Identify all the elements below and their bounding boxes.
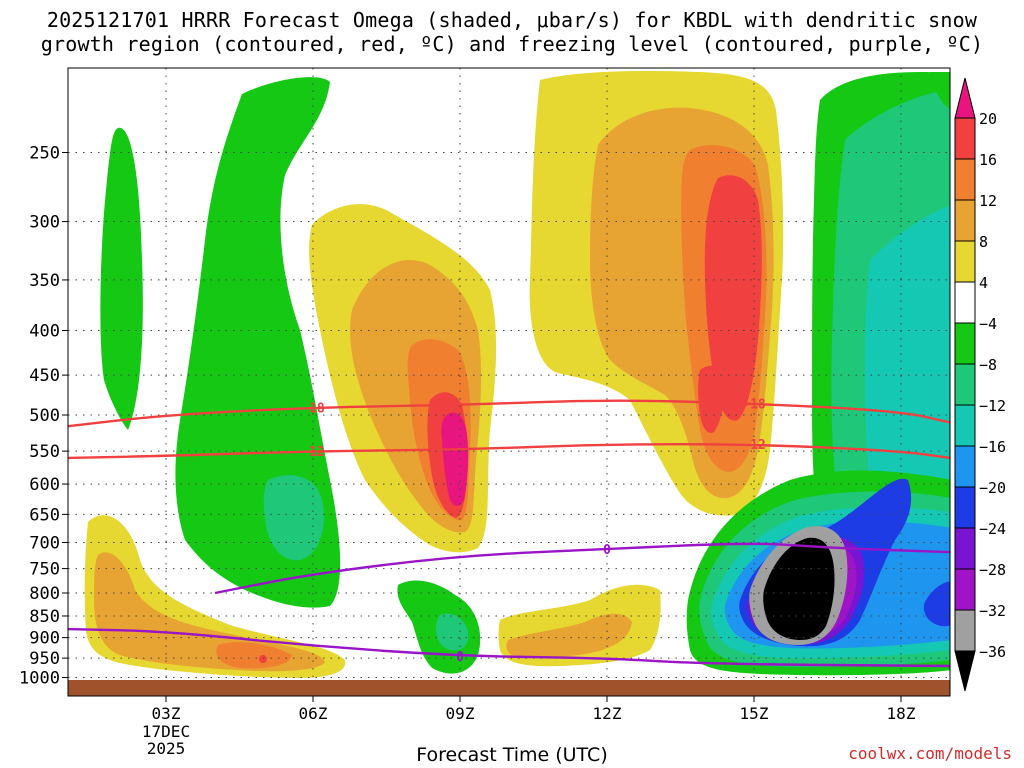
y-tick-label: 500	[29, 406, 60, 426]
chart-title-line-2: growth region (contoured, red, ºC) and f…	[40, 32, 984, 56]
x-date-label: 17DEC	[142, 722, 190, 741]
y-tick-label: 950	[29, 649, 60, 669]
colorbar-label: −16	[979, 438, 1006, 456]
colorbar-label: 16	[979, 151, 997, 169]
colorbar: 20 16 12 8 4 −4 −8 −12 −16 −20 −24 −28 −32 −36	[954, 77, 1006, 692]
y-tick-label: 600	[29, 475, 60, 495]
y-tick-label: 900	[29, 629, 60, 649]
omega-orange-lowlevel	[94, 552, 325, 672]
x-tick-label: 15Z	[740, 704, 769, 723]
y-tick-label: 550	[29, 442, 60, 462]
colorbar-label: −20	[979, 479, 1006, 497]
contour-line	[68, 399, 950, 428]
x-tick-label: 06Z	[299, 704, 328, 723]
colorbar-swatch	[954, 363, 976, 406]
colorbar-swatch	[954, 199, 976, 242]
colorbar-label: −4	[979, 315, 997, 333]
y-tick-label: 300	[29, 213, 60, 233]
contours: -18 -18 -12 -12 0 0	[68, 397, 950, 668]
omega-orange-core-05z	[216, 642, 292, 669]
omega-blue-patch-19z	[923, 581, 950, 627]
plot-area: -18 -18 -12 -12 0 0	[68, 68, 950, 696]
colorbar-swatch	[954, 445, 976, 488]
grid	[68, 68, 950, 696]
contour-line	[68, 442, 950, 460]
contour-label: 0	[456, 650, 464, 665]
contour-line	[68, 627, 950, 668]
colorbar-label: −8	[979, 356, 997, 374]
y-tick-label: 750	[29, 560, 60, 580]
y-tick-label: 450	[29, 366, 60, 386]
omega-magenta-core-09z	[441, 412, 469, 506]
y-tick-label: 1000	[19, 669, 60, 689]
contour-label: -18	[742, 397, 766, 412]
colorbar-swatch	[954, 486, 976, 529]
colorbar-swatch	[954, 568, 976, 611]
omega-orange-patch-12z	[506, 613, 632, 658]
omega-green-band-05z	[175, 77, 341, 608]
chart-title-line-1: 2025121701 HRRR Forecast Omega (shaded, …	[46, 8, 978, 32]
omega-teal-patch-06z	[263, 475, 324, 561]
colorbar-swatch	[954, 650, 976, 692]
colorbar-swatch	[954, 404, 976, 447]
colorbar-swatch	[954, 158, 976, 201]
contour-label: -18	[301, 401, 325, 416]
contour-label: 0	[603, 543, 611, 558]
x-tick-label: 03Z	[152, 704, 181, 723]
x-tick-label: 18Z	[887, 704, 916, 723]
colorbar-label: −12	[979, 397, 1006, 415]
colorbar-label: −28	[979, 561, 1006, 579]
colorbar-swatch	[954, 240, 976, 283]
omega-red-plume-14z	[704, 175, 762, 421]
colorbar-label: 4	[979, 274, 988, 292]
y-tick-label: 650	[29, 505, 60, 525]
colorbar-swatch	[954, 527, 976, 570]
omega-green-cap-19z	[930, 72, 950, 110]
omega-teal-patch-09z	[435, 613, 469, 651]
contour-label: -12	[301, 445, 324, 460]
omega-green-band-02z	[100, 127, 143, 430]
colorbar-swatch	[954, 117, 976, 160]
colorbar-swatch	[954, 322, 976, 365]
contour-line	[214, 542, 950, 595]
colorbar-label: −32	[979, 602, 1006, 620]
plot-frame	[67, 67, 951, 697]
contour-label: -12	[742, 438, 765, 453]
omega-red-dot-05z	[259, 655, 267, 663]
colorbar-label: 12	[979, 192, 997, 210]
y-tick-label: 800	[29, 584, 60, 604]
omega-black-core-16z	[763, 537, 835, 640]
y-tick-label: 400	[29, 322, 60, 342]
colorbar-label: −36	[979, 643, 1006, 661]
ground-surface	[68, 680, 950, 696]
x-axis-title: Forecast Time (UTC)	[416, 744, 608, 766]
colorbar-label: 20	[979, 110, 997, 128]
colorbar-swatch	[954, 77, 976, 119]
colorbar-swatch	[954, 609, 976, 652]
x-year-label: 2025	[147, 739, 186, 758]
y-tick-label: 850	[29, 607, 60, 627]
y-axis: 2503003504004505005506006507007508008509…	[19, 144, 68, 689]
colorbar-label: 8	[979, 233, 988, 251]
omega-red-extension-14z	[698, 365, 725, 434]
y-tick-label: 700	[29, 533, 60, 553]
y-tick-label: 250	[29, 144, 60, 164]
x-tick-label: 12Z	[593, 704, 622, 723]
credit-link[interactable]: coolwx.com/models	[848, 744, 1012, 763]
colorbar-swatch	[954, 281, 976, 324]
colorbar-label: −24	[979, 520, 1006, 538]
y-tick-label: 350	[29, 271, 60, 291]
x-tick-label: 09Z	[446, 704, 475, 723]
